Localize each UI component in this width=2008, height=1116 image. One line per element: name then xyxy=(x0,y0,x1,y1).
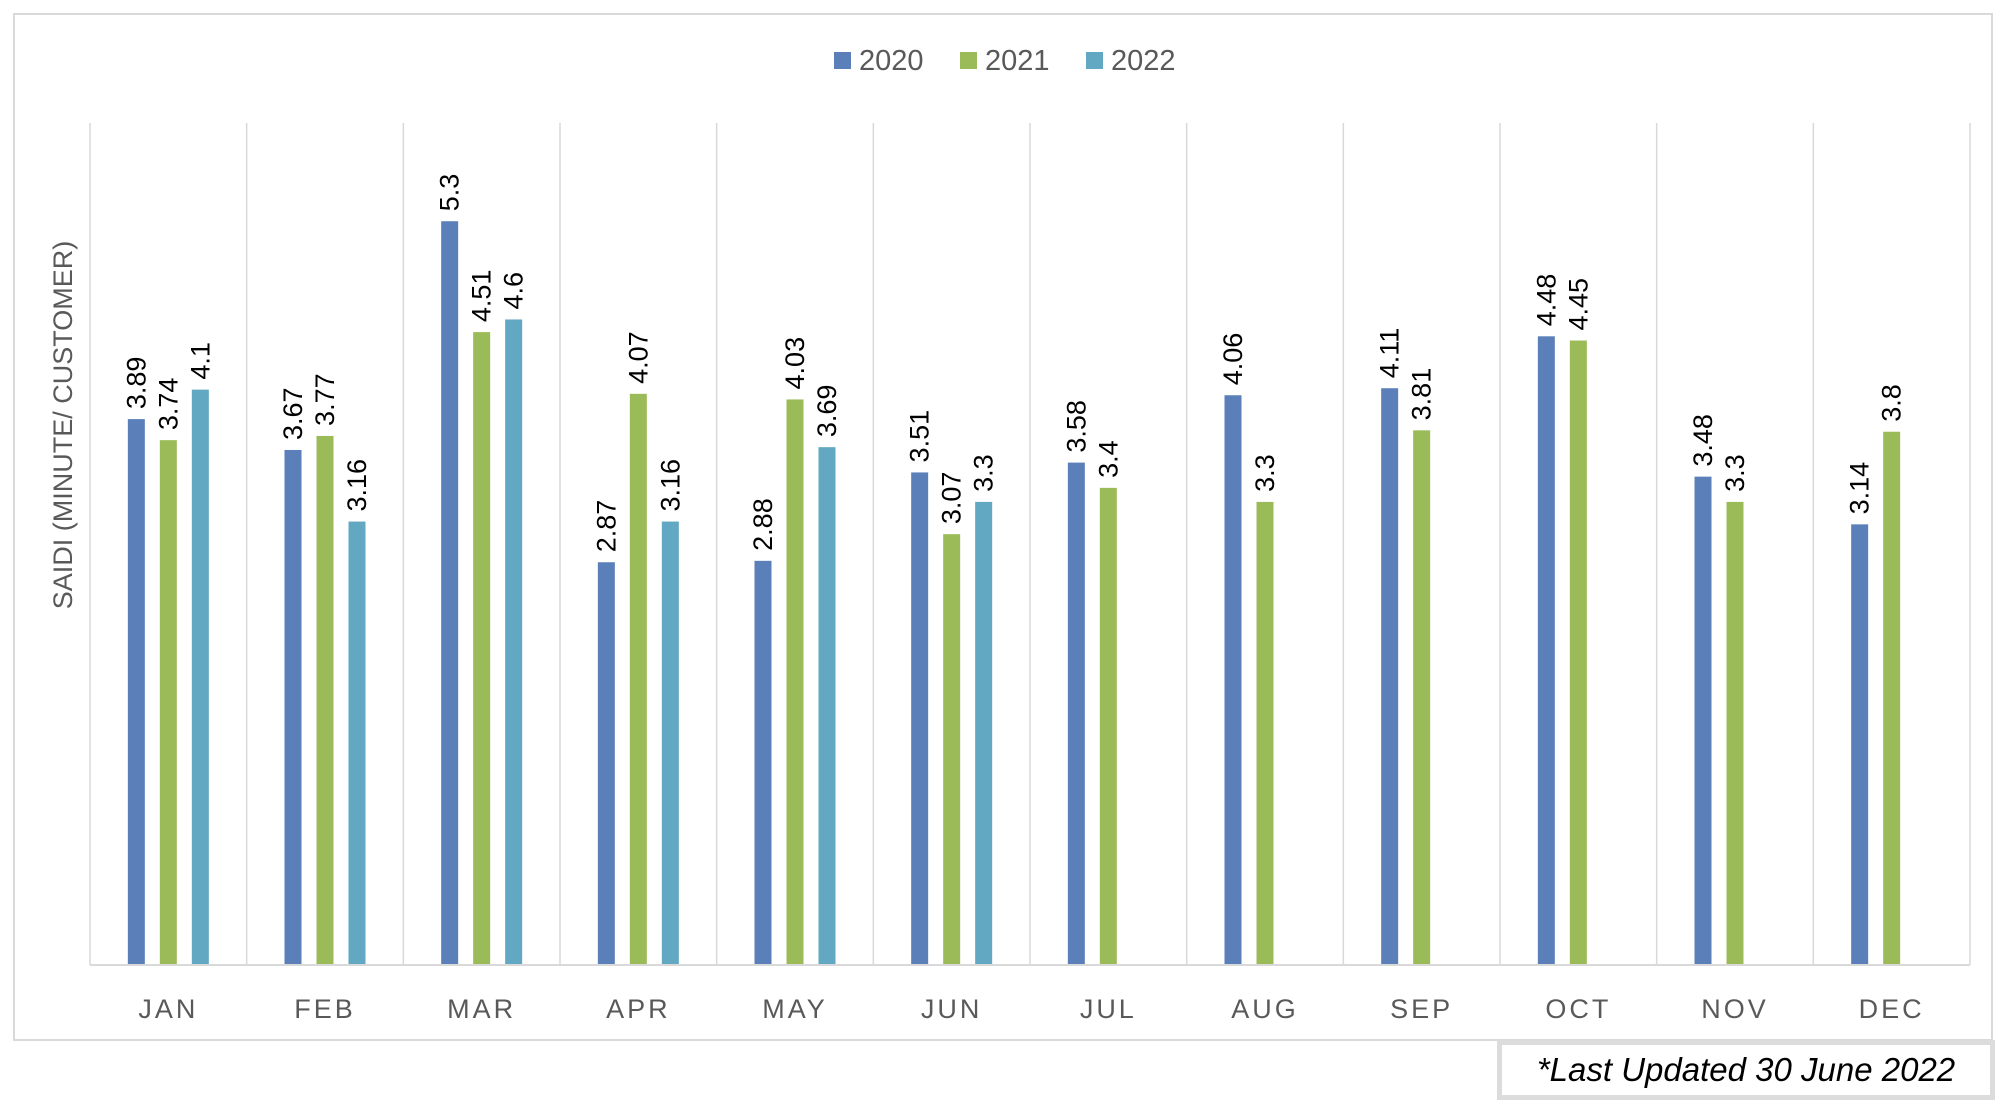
data-label-2021-may: 4.03 xyxy=(780,337,810,390)
data-label-2020-may: 2.88 xyxy=(748,498,778,551)
x-tick-label-jan: JAN xyxy=(138,994,198,1024)
x-axis: JAN FEB MAR APR MAY JUN JUL AUG SEP OCT NOV DEC xyxy=(90,964,1970,1024)
bar-2021-mar xyxy=(473,332,491,965)
bars xyxy=(127,221,1901,966)
bar-2021-nov xyxy=(1726,501,1744,965)
bar-2022-may xyxy=(818,447,836,965)
x-tick-label-sep: SEP xyxy=(1390,994,1453,1024)
bar-2021-apr xyxy=(629,393,647,965)
bar-2022-feb xyxy=(348,521,366,965)
bar-2021-jul xyxy=(1099,487,1117,965)
data-label-2022-may: 3.69 xyxy=(812,385,842,438)
grid-lines xyxy=(89,123,1971,965)
bar-2021-aug xyxy=(1256,501,1274,965)
bar-2022-mar xyxy=(505,319,523,965)
data-label-2021-aug: 3.3 xyxy=(1250,454,1280,492)
x-tick-label-mar: MAR xyxy=(447,994,516,1024)
data-label-2021-feb: 3.77 xyxy=(310,373,340,426)
bar-2021-jan xyxy=(159,440,177,965)
data-label-2020-nov: 3.48 xyxy=(1688,414,1718,467)
bar-2020-mar xyxy=(441,221,459,965)
bar-2020-apr xyxy=(597,562,615,965)
data-label-2021-mar: 4.51 xyxy=(467,270,497,323)
bar-2020-oct xyxy=(1537,336,1555,966)
data-label-2020-oct: 4.48 xyxy=(1531,274,1561,327)
saidi-bar-chart: 3.89 3.744.1 3.67 3.77 3.16 5.3 4.51 4.6 2.87 4.0… xyxy=(48,45,1971,1024)
data-label-2021-oct: 4.45 xyxy=(1563,278,1593,331)
data-label-2020-apr: 2.87 xyxy=(591,500,621,553)
bar-2021-jun xyxy=(943,534,961,965)
legend-label-2022: 2022 xyxy=(1111,45,1176,77)
data-label-2020-mar: 5.3 xyxy=(435,174,465,212)
data-label-2020-jan: 3.89 xyxy=(121,357,151,410)
x-tick-label-jul: JUL xyxy=(1080,994,1137,1024)
chart-frame: 3.89 3.74 4.1 3.67 3.77 3.16 5.3 4.51 4.6 2.87 4.0… xyxy=(13,13,1993,1041)
bar-2020-may xyxy=(754,560,772,965)
bar-2020-sep xyxy=(1381,388,1399,966)
data-label-2022-mar: 4.6 xyxy=(499,272,529,310)
bar-2022-apr xyxy=(661,521,679,965)
bar-2020-jul xyxy=(1067,462,1085,965)
data-labels: 3.89 3.744.1 3.67 3.77 3.16 5.3 4.51 4.6 2.87 4.0… xyxy=(121,174,1906,553)
data-label-2021-apr: 4.07 xyxy=(623,331,653,384)
data-label-2021-nov: 3.3 xyxy=(1720,454,1750,492)
legend-label-2020: 2020 xyxy=(859,45,924,77)
data-label-2021-jan: 3.74 xyxy=(153,378,183,431)
bar-2021-dec xyxy=(1883,431,1901,965)
last-updated-note: *Last Updated 30 June 2022 xyxy=(1497,1040,1995,1100)
bar-2021-may xyxy=(786,399,804,965)
x-tick-label-nov: NOV xyxy=(1701,994,1769,1024)
bar-2020-aug xyxy=(1224,395,1242,965)
data-label-2021-sep: 3.81 xyxy=(1407,368,1437,421)
x-tick-label-oct: OCT xyxy=(1545,994,1611,1024)
data-label-2021-jul: 3.4 xyxy=(1093,440,1123,478)
x-tick-label-aug: AUG xyxy=(1231,994,1299,1024)
bar-2020-nov xyxy=(1694,476,1712,965)
data-label-2022-apr: 3.16 xyxy=(655,459,685,512)
data-label-2022-jan: 4.1 xyxy=(185,342,215,380)
data-label-2021-jun: 3.07 xyxy=(937,472,967,525)
data-label-2020-feb: 3.67 xyxy=(278,387,308,440)
data-label-2022-jun: 3.3 xyxy=(969,454,999,492)
data-label-2020-aug: 4.06 xyxy=(1218,333,1248,386)
x-tick-label-dec: DEC xyxy=(1859,994,1925,1024)
bar-2021-feb xyxy=(316,435,334,965)
data-label-2022-feb: 3.16 xyxy=(342,459,372,512)
data-label-2021-dec: 3.8 xyxy=(1877,384,1907,422)
legend-swatch-2021 xyxy=(960,52,977,69)
bar-2022-jun xyxy=(975,501,993,965)
x-tick-label-may: MAY xyxy=(762,994,828,1024)
bar-2021-oct xyxy=(1569,340,1587,965)
legend-swatch-2020 xyxy=(834,52,851,69)
data-label-2020-dec: 3.14 xyxy=(1845,462,1875,515)
data-label-2020-jun: 3.51 xyxy=(905,410,935,463)
y-axis-title: SAIDI (MINUTE/ CUSTOMER) xyxy=(48,241,78,610)
bar-2020-dec xyxy=(1851,524,1869,965)
bar-2022-jan xyxy=(191,389,209,966)
x-tick-label-apr: APR xyxy=(606,994,671,1024)
bar-2020-jun xyxy=(911,472,929,965)
x-tick-label-jun: JUN xyxy=(921,994,983,1024)
bar-2021-sep xyxy=(1413,430,1431,966)
bar-2020-jan xyxy=(127,419,145,965)
data-label-2020-sep: 4.11 xyxy=(1375,328,1405,379)
legend-swatch-2022 xyxy=(1086,52,1103,69)
legend-label-2021: 2021 xyxy=(985,45,1050,77)
x-tick-label-feb: FEB xyxy=(294,994,356,1024)
data-label-2020-jul: 3.58 xyxy=(1061,400,1091,453)
last-updated-text: *Last Updated 30 June 2022 xyxy=(1536,1051,1956,1088)
bar-2020-feb xyxy=(284,449,302,965)
legend: 2020 2021 2022 xyxy=(834,45,1176,77)
